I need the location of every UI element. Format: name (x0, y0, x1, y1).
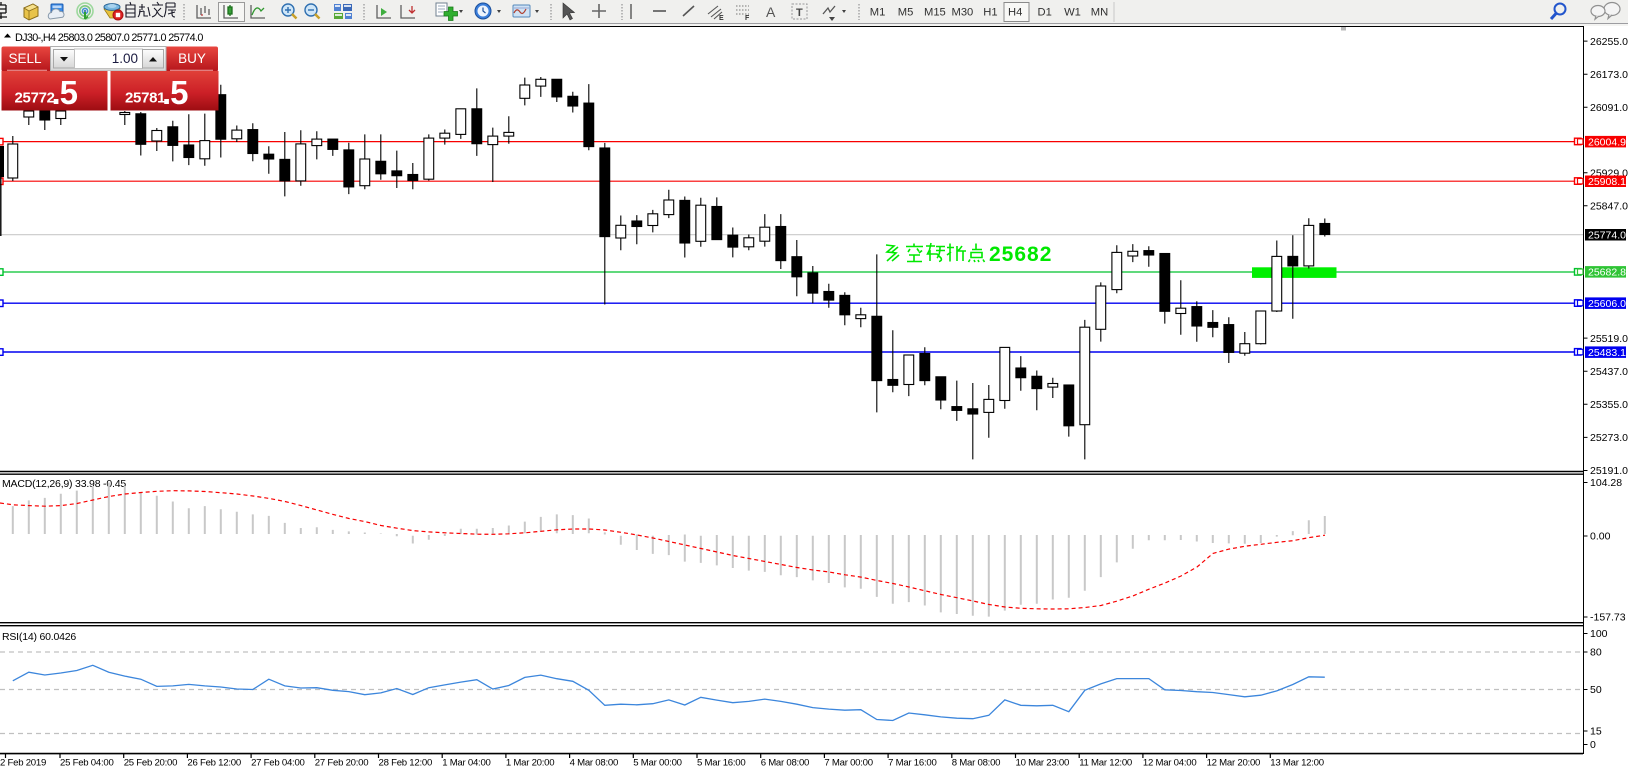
svg-text:28 Feb 12:00: 28 Feb 12:00 (379, 758, 433, 769)
svg-text:7 Mar 16:00: 7 Mar 16:00 (888, 758, 936, 769)
svg-text:26255.0: 26255.0 (1590, 36, 1628, 48)
svg-text:25191.0: 25191.0 (1590, 465, 1628, 477)
svg-text:26 Feb 12:00: 26 Feb 12:00 (187, 758, 241, 769)
svg-text:D1: D1 (1038, 7, 1052, 19)
svg-text:15: 15 (1590, 726, 1602, 738)
svg-text:13 Mar 12:00: 13 Mar 12:00 (1270, 758, 1324, 769)
svg-text:H4: H4 (1008, 7, 1022, 19)
svg-text:A: A (766, 4, 776, 20)
svg-text:-157.73: -157.73 (1590, 612, 1626, 624)
svg-text:104.28: 104.28 (1590, 477, 1622, 489)
svg-text:.5: .5 (52, 74, 78, 111)
svg-text:25682: 25682 (989, 243, 1052, 266)
svg-text:4 Mar 08:00: 4 Mar 08:00 (570, 758, 618, 769)
svg-text:DJ30-,H4 25803.0 25807.0 2577: DJ30-,H4 25803.0 25807.0 25771.0 25774.0 (15, 32, 203, 44)
svg-text:1 Mar 04:00: 1 Mar 04:00 (442, 758, 490, 769)
svg-text:2 Feb 2019: 2 Feb 2019 (0, 758, 46, 769)
svg-text:5 Mar 16:00: 5 Mar 16:00 (697, 758, 745, 769)
svg-text:M5: M5 (898, 7, 914, 19)
svg-text:25606.0: 25606.0 (1588, 298, 1626, 310)
svg-text:25483.1: 25483.1 (1588, 347, 1626, 359)
svg-text:27 Feb 20:00: 27 Feb 20:00 (315, 758, 369, 769)
svg-text:6 Mar 08:00: 6 Mar 08:00 (761, 758, 809, 769)
svg-text:27 Feb 04:00: 27 Feb 04:00 (251, 758, 305, 769)
svg-text:MN: MN (1091, 7, 1108, 19)
svg-text:25 Feb 04:00: 25 Feb 04:00 (60, 758, 114, 769)
svg-text:25908.1: 25908.1 (1588, 176, 1626, 188)
svg-text:25847.0: 25847.0 (1590, 201, 1628, 213)
svg-text:1.00: 1.00 (112, 51, 138, 66)
svg-text:8 Mar 08:00: 8 Mar 08:00 (952, 758, 1000, 769)
svg-text:H1: H1 (983, 7, 997, 19)
svg-text:F: F (745, 15, 750, 22)
svg-text:50: 50 (1590, 684, 1602, 696)
svg-text:MACD(12,26,9) 33.98 -0.45: MACD(12,26,9) 33.98 -0.45 (2, 478, 126, 490)
svg-text:M15: M15 (924, 7, 946, 19)
svg-text:25774.0: 25774.0 (1588, 230, 1626, 242)
svg-text:BUY: BUY (178, 51, 206, 66)
svg-text:80: 80 (1590, 647, 1602, 659)
svg-text:7 Mar 00:00: 7 Mar 00:00 (824, 758, 872, 769)
svg-text:5 Mar 00:00: 5 Mar 00:00 (633, 758, 681, 769)
svg-text:SELL: SELL (8, 51, 42, 66)
svg-text:1 Mar 20:00: 1 Mar 20:00 (506, 758, 554, 769)
svg-text:E: E (719, 15, 724, 22)
svg-text:0.00: 0.00 (1590, 531, 1611, 543)
svg-text:12 Mar 20:00: 12 Mar 20:00 (1207, 758, 1261, 769)
svg-text:25355.0: 25355.0 (1590, 399, 1628, 411)
svg-text:25 Feb 20:00: 25 Feb 20:00 (124, 758, 178, 769)
svg-text:M1: M1 (870, 7, 886, 19)
svg-text:25519.0: 25519.0 (1590, 333, 1628, 345)
svg-text:W1: W1 (1064, 7, 1081, 19)
svg-text:T: T (796, 7, 803, 19)
svg-text:25772: 25772 (15, 90, 55, 107)
svg-text:25273.0: 25273.0 (1590, 432, 1628, 444)
svg-text:26004.9: 26004.9 (1588, 136, 1626, 148)
svg-text:25781: 25781 (125, 90, 165, 107)
svg-text:100: 100 (1590, 628, 1608, 640)
svg-text:10 Mar 23:00: 10 Mar 23:00 (1016, 758, 1070, 769)
svg-text:M30: M30 (952, 7, 974, 19)
svg-text:12 Mar 04:00: 12 Mar 04:00 (1143, 758, 1197, 769)
svg-text:26091.0: 26091.0 (1590, 102, 1628, 114)
svg-text:25682.8: 25682.8 (1588, 267, 1626, 279)
svg-text:RSI(14) 60.0426: RSI(14) 60.0426 (2, 631, 76, 643)
svg-text:0: 0 (1590, 739, 1596, 751)
svg-text:25437.0: 25437.0 (1590, 366, 1628, 378)
svg-text:.5: .5 (162, 74, 188, 111)
svg-text:26173.0: 26173.0 (1590, 69, 1628, 81)
svg-text:11 Mar 12:00: 11 Mar 12:00 (1079, 758, 1132, 769)
